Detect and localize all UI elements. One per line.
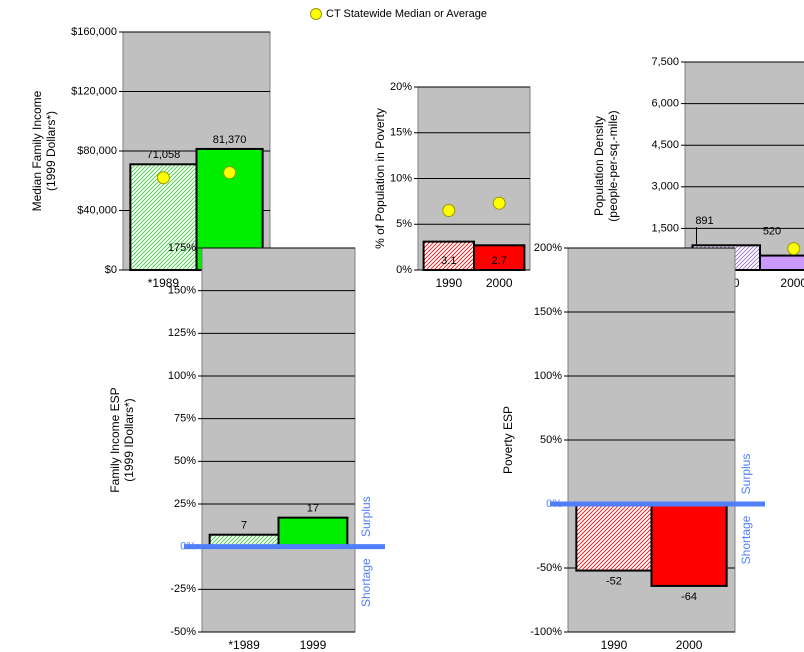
x-tick-label: *1989 <box>148 276 180 290</box>
y-axis-label: (people-per-sq.-mile) <box>606 110 620 221</box>
shortage-label: Shortage <box>359 558 373 607</box>
y-tick-label: 100% <box>168 370 196 382</box>
y-tick-label: 6,000 <box>651 98 679 110</box>
bar <box>759 254 804 271</box>
y-tick-label: 125% <box>168 327 196 339</box>
x-tick-label: 2000 <box>676 638 703 652</box>
value-label: 891 <box>695 215 713 227</box>
median-marker <box>223 166 237 180</box>
bar <box>422 240 476 271</box>
y-tick-label: 150% <box>534 306 562 318</box>
value-label: 2.7 <box>492 255 507 267</box>
x-tick-label: 1990 <box>435 276 462 290</box>
y-tick-label: -100% <box>530 626 562 638</box>
y-axis-label: Population Density <box>592 116 606 216</box>
x-tick-label: 2000 <box>486 276 513 290</box>
y-tick-label: -50% <box>170 626 196 638</box>
median-marker <box>787 242 801 256</box>
x-tick-label: *1989 <box>228 638 260 652</box>
surplus-label: Surplus <box>359 496 373 537</box>
y-tick-label: 7,500 <box>651 56 679 68</box>
bar <box>473 244 526 271</box>
y-tick-label: 20% <box>390 81 412 93</box>
surplus-label: Surplus <box>739 454 753 495</box>
value-label: 17 <box>307 503 319 515</box>
median-marker <box>442 204 456 218</box>
bar <box>650 503 728 587</box>
y-axis-label: (1999 Dollars*) <box>44 111 58 191</box>
value-label: -64 <box>681 591 697 603</box>
y-tick-label: $80,000 <box>77 145 117 157</box>
plot-area <box>201 247 356 633</box>
y-tick-label: 5% <box>396 218 412 230</box>
x-tick-label: 2000 <box>780 276 804 290</box>
x-tick-label: 1999 <box>300 638 327 652</box>
y-axis-label: Median Family Income <box>30 90 44 211</box>
y-tick-label: 1,500 <box>651 222 679 234</box>
y-tick-label: -50% <box>536 562 562 574</box>
value-label: 520 <box>763 225 781 237</box>
y-tick-label: $160,000 <box>71 26 117 38</box>
y-tick-label: 0% <box>396 264 412 276</box>
x-tick-label: 1990 <box>601 638 628 652</box>
bar <box>575 503 653 572</box>
y-tick-label: 50% <box>174 455 196 467</box>
value-label: 71,058 <box>147 149 181 161</box>
value-label: 81,370 <box>213 134 247 146</box>
y-tick-label: $120,000 <box>71 85 117 97</box>
value-label: 7 <box>241 520 247 532</box>
y-tick-label: 10% <box>390 172 412 184</box>
median-marker <box>156 171 170 185</box>
y-tick-label: 50% <box>540 434 562 446</box>
y-axis-label: % of Population in Poverty <box>373 108 387 249</box>
y-tick-label: 4,500 <box>651 139 679 151</box>
y-tick-label: 3,000 <box>651 181 679 193</box>
y-tick-label: 175% <box>168 242 196 254</box>
legend-label: CT Statewide Median or Average <box>326 8 487 20</box>
y-tick-label: 75% <box>174 413 196 425</box>
y-tick-label: -25% <box>170 583 196 595</box>
y-axis-label: Poverty ESP <box>501 406 515 474</box>
bar <box>277 516 349 548</box>
shortage-label: Shortage <box>739 515 753 564</box>
y-tick-label: $0 <box>105 264 117 276</box>
legend-marker <box>310 8 322 20</box>
y-axis-label: (1999 IDollars*) <box>122 398 136 481</box>
y-axis-label: Family Income ESP <box>108 387 122 492</box>
value-label: -52 <box>606 575 622 587</box>
median-marker <box>492 196 506 210</box>
y-tick-label: 150% <box>168 285 196 297</box>
plot-area <box>684 61 804 271</box>
value-label: 3.1 <box>441 255 456 267</box>
y-tick-label: 25% <box>174 498 196 510</box>
y-tick-label: 100% <box>534 370 562 382</box>
y-tick-label: $40,000 <box>77 204 117 216</box>
y-tick-label: 200% <box>534 242 562 254</box>
y-tick-label: 15% <box>390 127 412 139</box>
